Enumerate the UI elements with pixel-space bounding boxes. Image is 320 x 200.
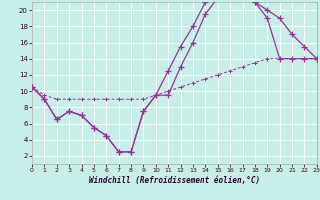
- X-axis label: Windchill (Refroidissement éolien,°C): Windchill (Refroidissement éolien,°C): [89, 176, 260, 185]
